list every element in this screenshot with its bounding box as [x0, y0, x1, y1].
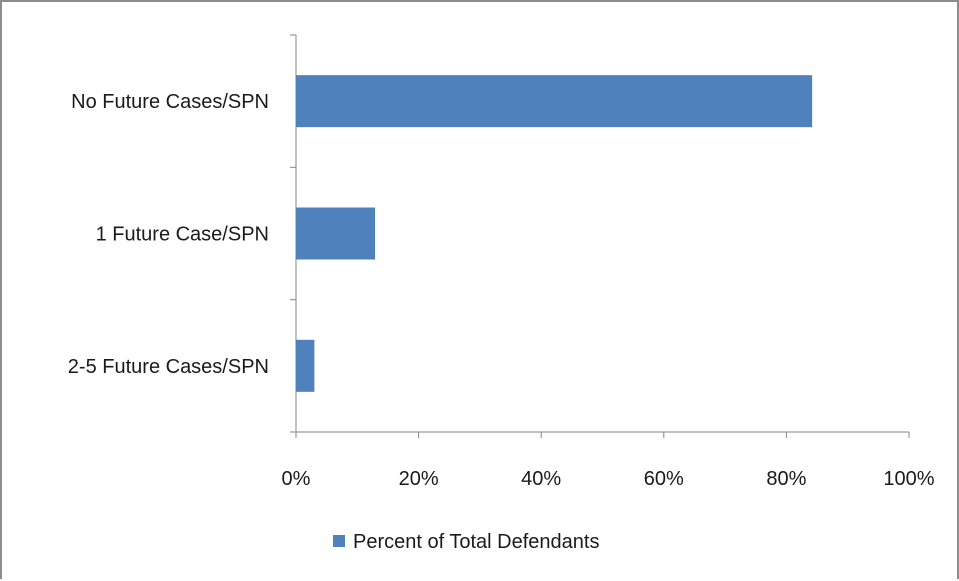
- x-tick-label: 20%: [399, 468, 439, 490]
- category-label: No Future Cases/SPN: [71, 91, 269, 113]
- x-tick-label: 100%: [883, 468, 934, 490]
- x-tick-label: 40%: [521, 468, 561, 490]
- bar: [296, 207, 376, 260]
- x-tick-label: 60%: [644, 468, 684, 490]
- category-label: 1 Future Case/SPN: [96, 224, 269, 246]
- x-ticks: [295, 432, 910, 438]
- y-ticks: [290, 34, 296, 433]
- category-labels: No Future Cases/SPN 1 Future Case/SPN 2-5 …: [68, 91, 269, 378]
- legend: Percent of Total Defendants: [333, 531, 599, 553]
- bar: [296, 75, 813, 128]
- legend-swatch: [333, 535, 345, 547]
- legend-label: Percent of Total Defendants: [353, 531, 599, 553]
- x-tick-labels: 0% 20% 40% 60% 80% 100%: [282, 468, 935, 490]
- x-tick-label: 80%: [766, 468, 806, 490]
- category-label: 2-5 Future Cases/SPN: [68, 356, 269, 378]
- bars: [296, 75, 813, 392]
- x-tick-label: 0%: [282, 468, 311, 490]
- bar: [296, 339, 315, 392]
